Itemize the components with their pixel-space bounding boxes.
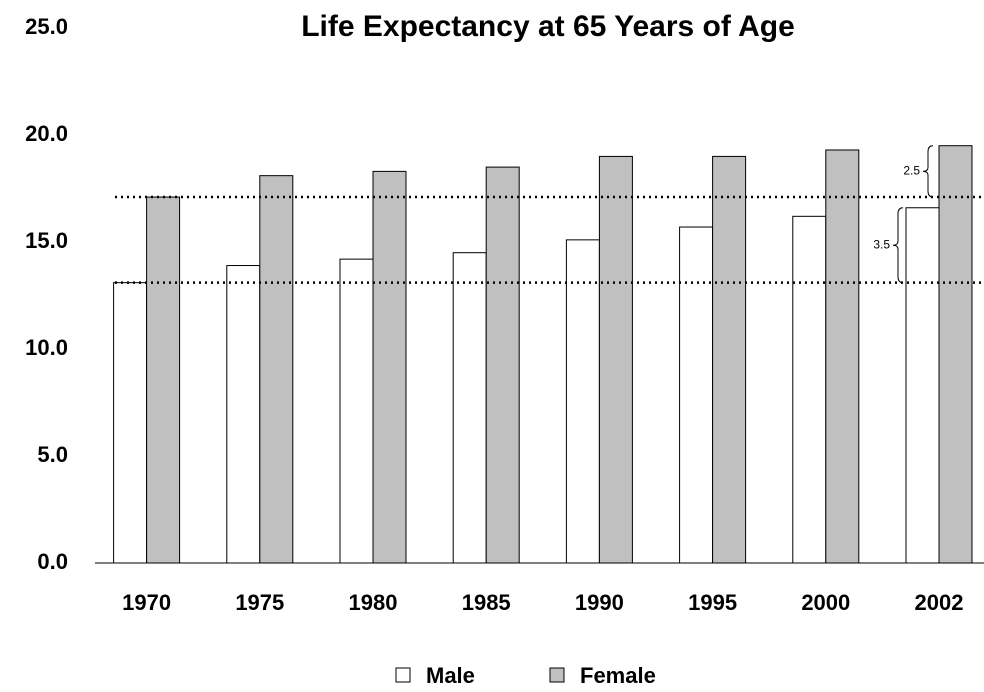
bar [679, 226, 714, 564]
bar [712, 155, 747, 564]
annotation: 2.5 [903, 164, 920, 178]
bar [452, 252, 487, 564]
legend-swatch [395, 667, 411, 683]
x-tick-label: 1995 [688, 590, 737, 615]
x-tick-label: 1990 [575, 590, 624, 615]
bar [339, 258, 374, 564]
bar [485, 166, 520, 564]
y-tick-label: 15.0 [25, 228, 68, 253]
bar [259, 175, 294, 564]
y-tick-label: 20.0 [25, 121, 68, 146]
bar [938, 145, 973, 564]
chart-title: Life Expectancy at 65 Years of Age [301, 10, 795, 43]
x-tick-label: 2002 [915, 590, 964, 615]
bar [825, 149, 860, 564]
y-tick-label: 10.0 [25, 335, 68, 360]
bar [565, 239, 600, 564]
bar [905, 207, 940, 564]
brace [922, 145, 934, 198]
y-tick-label: 0.0 [37, 549, 68, 574]
x-tick-label: 1975 [235, 590, 284, 615]
x-tick-label: 1985 [462, 590, 511, 615]
y-tick-label: 5.0 [37, 442, 68, 467]
y-tick-label: 25.0 [25, 14, 68, 39]
bar [113, 282, 148, 564]
bar [226, 265, 261, 564]
legend-label: Female [580, 663, 656, 688]
brace [892, 207, 904, 284]
bar [598, 155, 633, 564]
x-tick-label: 2000 [801, 590, 850, 615]
bar [372, 170, 407, 564]
x-tick-label: 1980 [349, 590, 398, 615]
bar [792, 215, 827, 564]
bar [146, 196, 181, 564]
legend-swatch [549, 667, 565, 683]
x-tick-label: 1970 [122, 590, 171, 615]
annotation: 3.5 [873, 237, 890, 251]
legend-label: Male [426, 663, 475, 688]
